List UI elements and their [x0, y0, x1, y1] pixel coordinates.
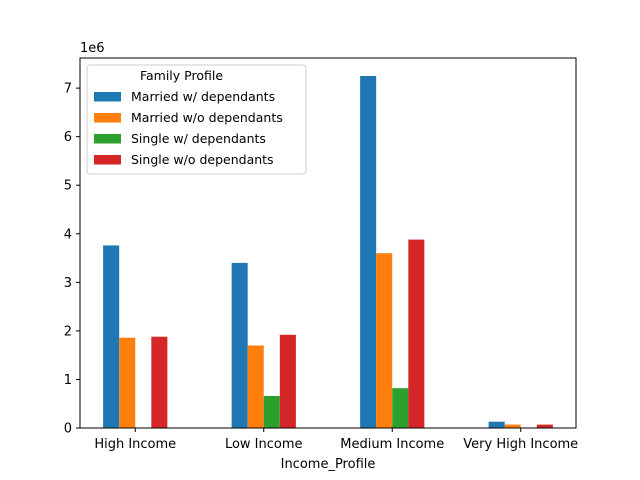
- legend-label-2: Single w/ dependants: [131, 131, 266, 146]
- y-tick-label-4: 4: [64, 227, 72, 242]
- y-tick-label-7: 7: [64, 82, 72, 97]
- bar-2-1: [263, 395, 280, 428]
- bar-0-3: [488, 421, 505, 428]
- y-tick-label-0: 0: [64, 422, 72, 437]
- bar-0-1: [231, 262, 248, 428]
- legend-label-1: Married w/o dependants: [131, 110, 283, 125]
- bars-layer: [103, 75, 553, 428]
- bar-1-0: [119, 337, 136, 428]
- bar-3-2: [408, 239, 425, 428]
- bar-0-2: [360, 75, 377, 428]
- y-tick-label-5: 5: [64, 179, 72, 194]
- y-scale-label: 1e6: [80, 41, 105, 56]
- legend-swatch-3: [94, 155, 121, 165]
- x-axis-ticks: High Income Low Income Medium Income Very H…: [94, 428, 578, 452]
- legend-box: [86, 64, 307, 175]
- legend-swatch-1: [94, 113, 121, 123]
- bar-1-2: [376, 253, 393, 428]
- bar-1-1: [247, 345, 264, 428]
- legend-swatch-0: [94, 92, 121, 102]
- legend: Family Profile Married w/ dependants Marri…: [86, 64, 307, 175]
- x-tick-label-2: Medium Income: [340, 437, 444, 452]
- y-tick-label-3: 3: [64, 276, 72, 291]
- x-tick-label-3: Very High Income: [463, 437, 578, 452]
- legend-swatch-2: [94, 134, 121, 144]
- x-tick-label-0: High Income: [94, 437, 176, 452]
- legend-label-0: Married w/ dependants: [131, 89, 275, 104]
- x-axis-label: Income_Profile: [281, 457, 376, 472]
- bar-3-3: [536, 424, 553, 428]
- bar-0-0: [103, 245, 120, 428]
- legend-title: Family Profile: [140, 68, 223, 83]
- y-tick-label-1: 1: [64, 373, 72, 388]
- bar-3-0: [151, 336, 168, 428]
- bar-2-2: [392, 388, 409, 428]
- y-tick-label-6: 6: [64, 130, 72, 145]
- y-axis-ticks: 0 1 2 3 4 5 6 7: [64, 82, 80, 437]
- y-tick-label-2: 2: [64, 324, 72, 339]
- plot-frame: [79, 57, 577, 429]
- x-tick-label-1: Low Income: [225, 437, 303, 452]
- bar-3-1: [279, 334, 296, 428]
- bar-1-3: [504, 424, 521, 428]
- legend-label-3: Single w/o dependants: [131, 152, 274, 167]
